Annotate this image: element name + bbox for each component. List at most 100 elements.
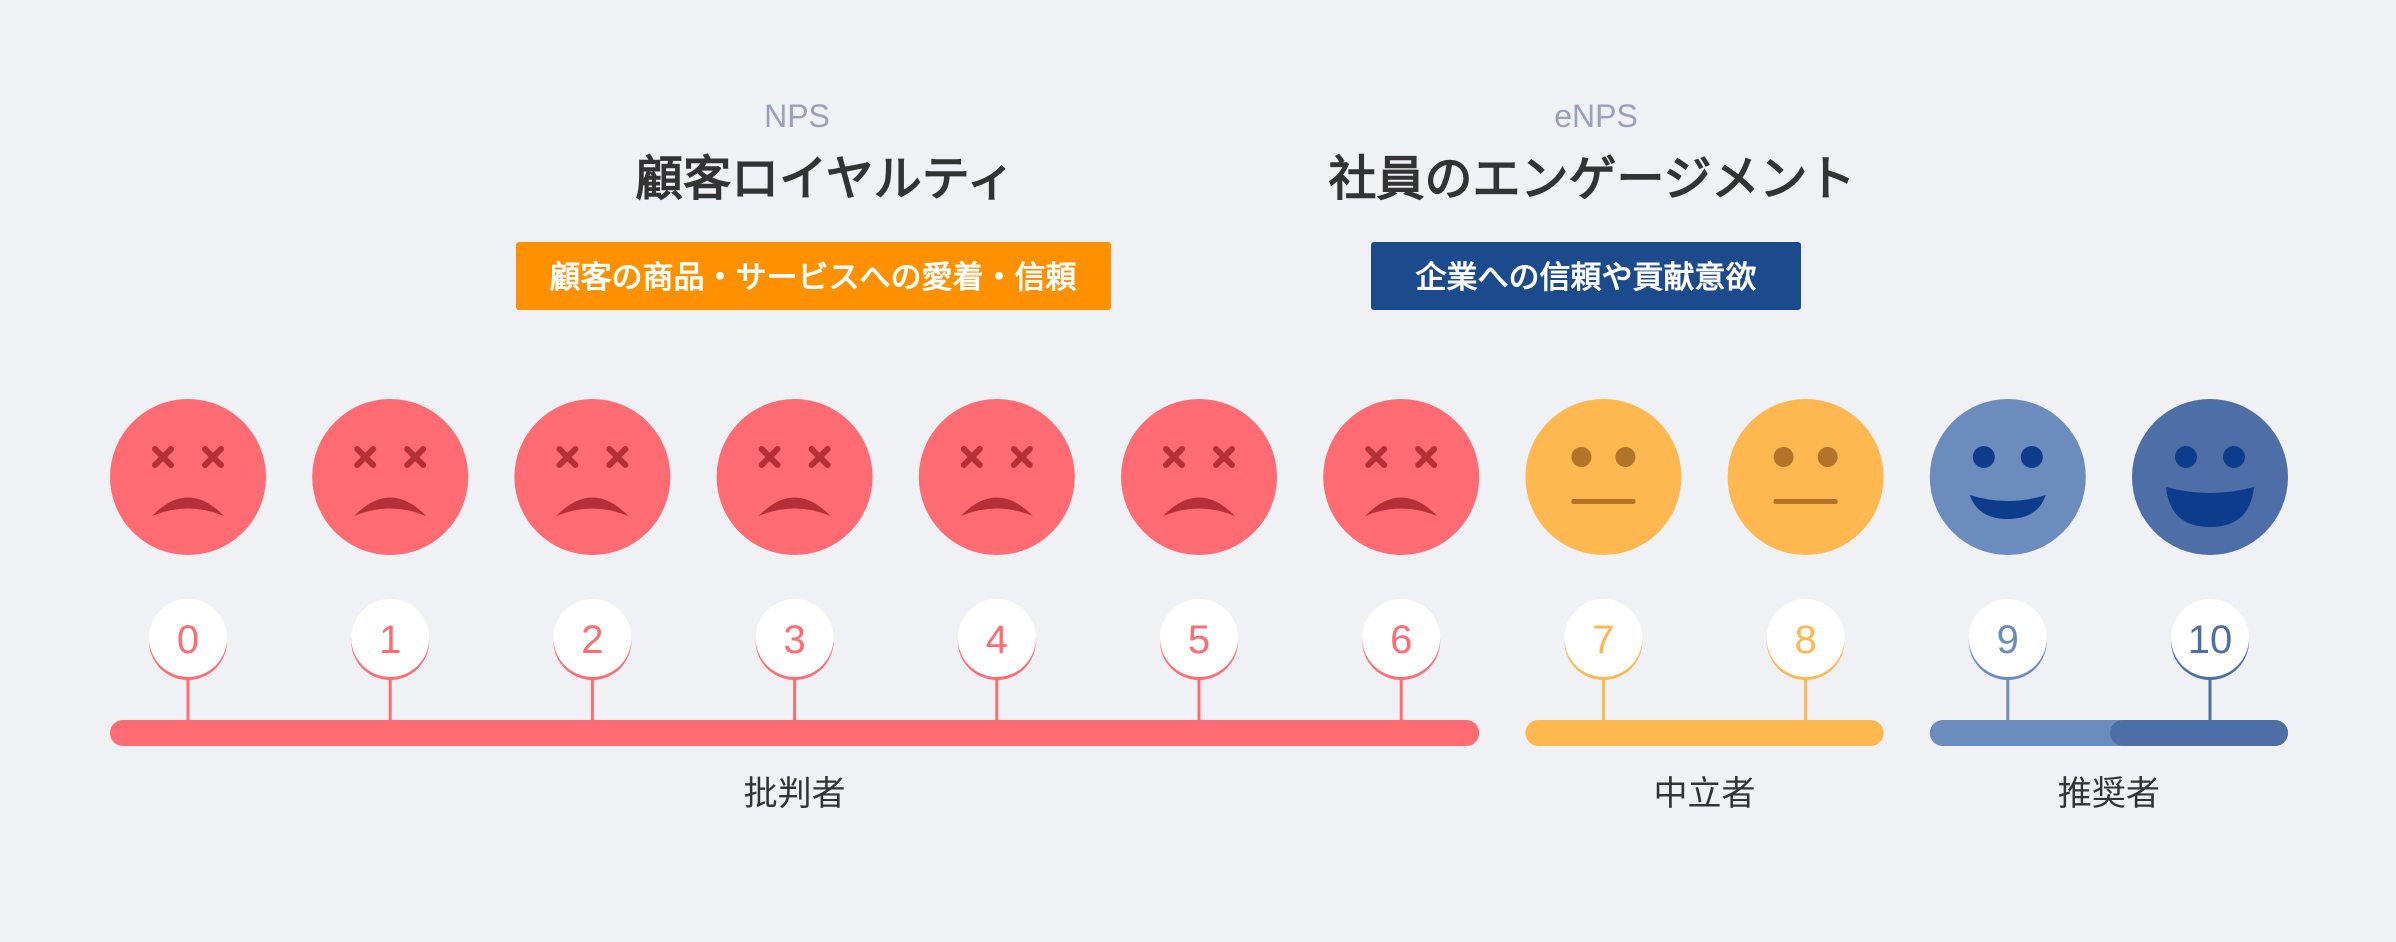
face-circle (1525, 399, 1682, 555)
frown-mouth (758, 497, 831, 516)
score-label: 0 (177, 618, 199, 662)
marker-circle (2171, 599, 2249, 677)
eye-right (2223, 446, 2245, 468)
face-sad-1 (312, 399, 469, 555)
eye-left (1773, 447, 1794, 467)
marker-circle (553, 599, 632, 677)
face-circle (1121, 399, 1277, 555)
nps-badge-text: 顧客の商品・サービスへの愛着・信頼 (550, 260, 1078, 296)
score-label: 5 (1188, 618, 1210, 662)
group-bar-1 (1525, 720, 1884, 746)
face-circle (514, 399, 671, 555)
smile-mouth (1969, 495, 2046, 519)
eye-left (2175, 446, 2197, 468)
group-bar-0 (110, 720, 1480, 746)
frown-mouth (152, 497, 224, 516)
score-label: 8 (1794, 618, 1816, 662)
face-sad-5 (1121, 399, 1277, 555)
face-neutral-7 (1525, 399, 1682, 555)
marker-circle (1968, 599, 2047, 677)
score-label: 3 (783, 618, 805, 662)
enps-label: eNPS (1554, 98, 1638, 134)
group-bars (110, 720, 2288, 746)
nps-label: NPS (764, 98, 830, 134)
x-eye-left (1163, 446, 1185, 468)
x-eye-left (960, 446, 983, 468)
group-label-0: 批判者 (744, 774, 846, 814)
face-sad-0 (110, 399, 266, 555)
score-marker-1: 1 (351, 599, 430, 724)
score-label: 4 (986, 618, 1008, 662)
marker-circle (1564, 599, 1643, 677)
marker-circle (149, 599, 227, 677)
frown-mouth (960, 497, 1033, 516)
score-marker-10: 10 (2171, 599, 2249, 724)
flat-mouth (1571, 499, 1636, 504)
face-sad-4 (918, 399, 1075, 555)
score-label: 6 (1390, 618, 1412, 662)
face-happy-9 (1929, 399, 2086, 555)
face-circle (918, 399, 1075, 555)
face-sad-2 (514, 399, 671, 555)
marker-circle (755, 599, 834, 677)
frown-mouth (556, 497, 629, 516)
score-marker-5: 5 (1160, 599, 1238, 724)
frown-mouth (1365, 497, 1438, 516)
score-label: 10 (2188, 618, 2233, 662)
eye-right (1817, 447, 1838, 467)
eye-right (2020, 446, 2043, 468)
flat-mouth (1773, 499, 1838, 504)
marker-circle (1766, 599, 1845, 677)
group-labels: 批判者 中立者 推奨者 (744, 774, 2160, 814)
enps-header: eNPS 社員のエンゲージメント 企業への信頼や貢献意欲 (1328, 98, 1856, 310)
face-circle (1323, 399, 1480, 555)
eye-left (1972, 446, 1995, 468)
face-sad-3 (716, 399, 873, 555)
nps-title: 顧客ロイヤルティ (635, 151, 1015, 207)
score-label: 2 (581, 618, 603, 662)
x-eye-right (808, 446, 831, 468)
x-eye-right (404, 446, 427, 468)
x-eye-left (556, 446, 579, 468)
x-eye-left (758, 446, 781, 468)
marker-circle (957, 599, 1036, 677)
group-label-2: 推奨者 (2058, 774, 2160, 814)
nps-header: NPS 顧客ロイヤルティ 顧客の商品・サービスへの愛着・信頼 (516, 98, 1111, 310)
face-sad-6 (1323, 399, 1480, 555)
face-circle (110, 399, 266, 555)
score-marker-9: 9 (1968, 599, 2047, 724)
x-eye-right (1415, 446, 1438, 468)
score-marker-0: 0 (149, 599, 227, 724)
face-circle (1929, 399, 2086, 555)
nps-badge-box (516, 242, 1111, 310)
score-label: 7 (1592, 618, 1614, 662)
x-eye-left (354, 446, 377, 468)
score-label: 9 (1997, 618, 2019, 662)
enps-badge-box (1371, 242, 1801, 310)
marker-circle (1362, 599, 1441, 677)
x-eye-left (152, 446, 174, 468)
marker-circle (1160, 599, 1238, 677)
score-marker-6: 6 (1362, 599, 1441, 724)
eye-right (1615, 447, 1636, 467)
x-eye-left (1365, 446, 1388, 468)
face-circle (312, 399, 469, 555)
face-circle (1727, 399, 1884, 555)
enps-badge-text: 企業への信頼や貢献意欲 (1416, 260, 1757, 296)
promoter-bar-dark-segment (2110, 720, 2288, 746)
score-label: 1 (379, 618, 401, 662)
score-marker-3: 3 (755, 599, 834, 724)
eye-left (1571, 447, 1592, 467)
score-marker-8: 8 (1766, 599, 1845, 724)
marker-circle (351, 599, 430, 677)
x-eye-right (606, 446, 629, 468)
score-markers: 0 1 2 3 4 5 6 7 8 9 10 (149, 599, 2249, 724)
frown-mouth (1163, 497, 1235, 516)
smile-mouth (2166, 487, 2254, 527)
group-label-1: 中立者 (1654, 774, 1756, 814)
score-marker-4: 4 (957, 599, 1036, 724)
enps-title: 社員のエンゲージメント (1328, 151, 1855, 207)
score-marker-7: 7 (1564, 599, 1643, 724)
frown-mouth (354, 497, 427, 516)
